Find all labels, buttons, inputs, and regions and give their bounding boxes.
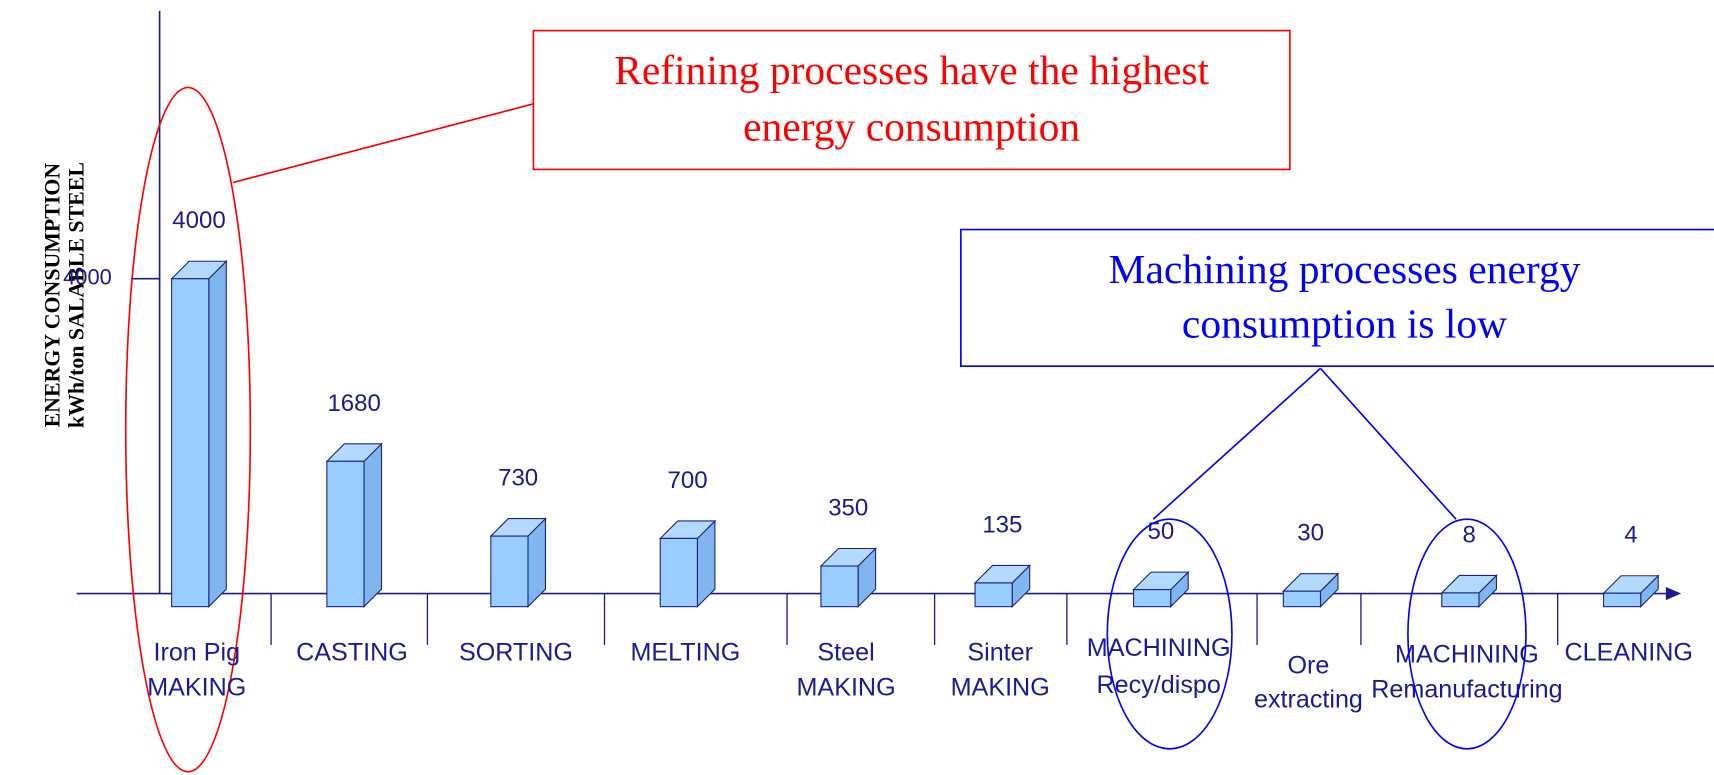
annotation-pointer [232, 103, 534, 184]
data-label: 4000 [172, 207, 225, 234]
y-tick-label: 4000 [63, 265, 112, 290]
x-tick-label: MACHINING [1395, 640, 1539, 668]
x-tick-label: Steel [817, 638, 874, 666]
annotation-text: consumption is low [1182, 300, 1507, 346]
bar [490, 535, 529, 608]
x-tick-label: MELTING [630, 638, 740, 666]
bar [1282, 590, 1322, 608]
bar [1603, 592, 1642, 608]
y-axis-label-line: kWh/ton SALABLE STEEL [65, 162, 89, 428]
bar [326, 460, 365, 608]
data-label: 700 [668, 467, 708, 494]
y-axis-label: ENERGY CONSUMPTION kWh/ton SALABLE STEEL [41, 162, 89, 428]
x-tick-label: MAKING [147, 673, 246, 701]
x-tick-label: Ore [1288, 651, 1330, 679]
annotation-box [960, 228, 1714, 368]
annotation-pointer [1152, 367, 1322, 520]
x-tick-label: MAKING [951, 673, 1050, 701]
highlight-ellipse [1106, 518, 1233, 750]
x-tick-label: Sinter [967, 638, 1033, 666]
bar [1133, 589, 1172, 608]
data-label: 730 [498, 465, 538, 492]
data-label: 8 [1462, 521, 1475, 548]
bar [974, 582, 1013, 608]
data-label: 1680 [327, 390, 380, 417]
annotation-text: energy consumption [743, 104, 1080, 150]
x-tick-label: CLEANING [1564, 638, 1692, 666]
x-axis-arrow [1665, 586, 1682, 601]
y-axis-label-line: ENERGY CONSUMPTION [41, 163, 65, 428]
highlight-ellipse [1407, 518, 1527, 750]
x-tick-label: MACHINING [1087, 634, 1231, 662]
x-tick-label: CASTING [296, 638, 408, 666]
data-label: 30 [1297, 520, 1324, 547]
x-tick-label: Recy/dispo [1097, 671, 1221, 699]
x-tick-label: SORTING [459, 638, 573, 666]
data-label: 350 [828, 495, 868, 522]
annotation-pointer [1319, 367, 1457, 520]
x-tick-label: extracting [1254, 685, 1363, 713]
bar-side [208, 259, 227, 608]
x-tick-label: Iron Pig [153, 638, 240, 666]
bar-side [363, 442, 383, 608]
annotation-text: Refining processes have the highest [614, 47, 1209, 93]
highlight-group [1106, 518, 1527, 750]
annotation-box [532, 29, 1291, 171]
annotation-text: Machining processes energy [1109, 246, 1581, 292]
bar [820, 565, 859, 608]
highlight-ellipse [124, 86, 252, 773]
bar [1441, 592, 1480, 608]
x-tick-label: MAKING [797, 673, 896, 701]
data-label: 50 [1148, 518, 1175, 545]
bar [659, 537, 698, 608]
data-label: 4 [1624, 522, 1637, 549]
bar [171, 278, 210, 608]
x-tick-label: Remanufacturing [1371, 675, 1562, 703]
data-label: 135 [982, 511, 1022, 538]
